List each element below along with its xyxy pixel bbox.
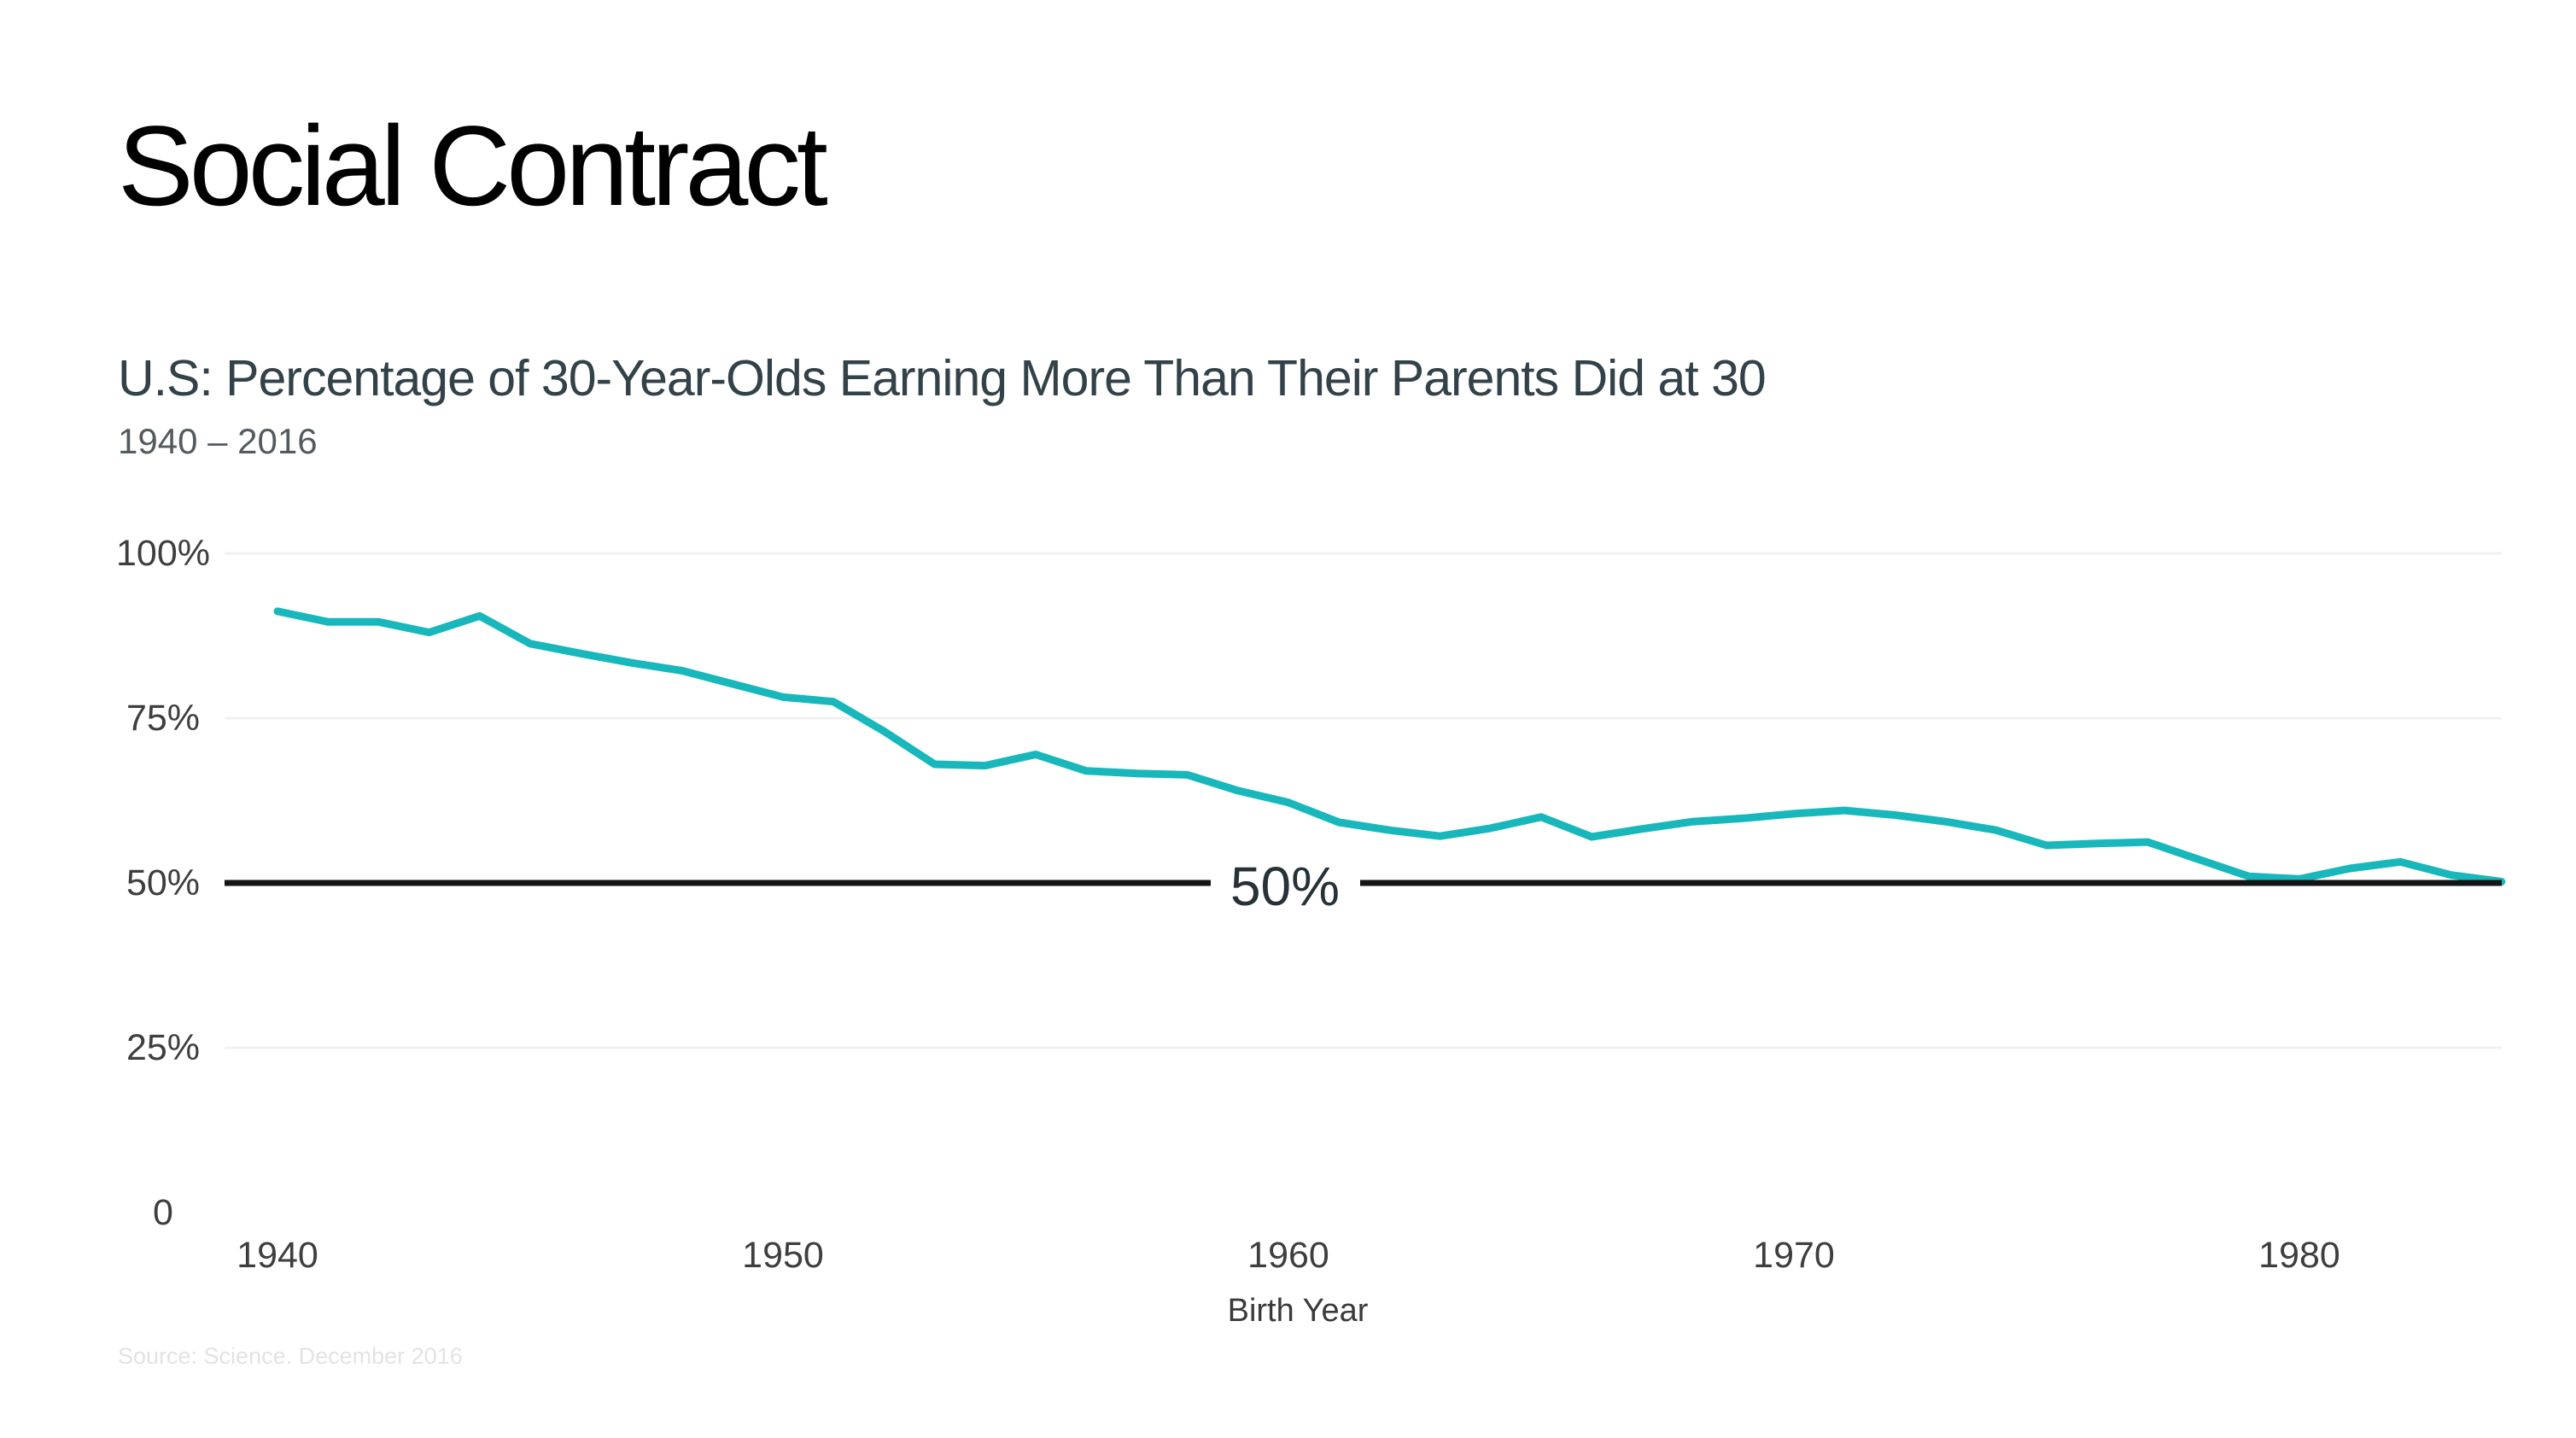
trend-line xyxy=(273,607,2506,886)
reference-line-label: 50% xyxy=(1230,856,1341,917)
page-title: Social Contract xyxy=(118,103,828,230)
chart-heading: U.S: Percentage of 30-Year-Olds Earning … xyxy=(118,350,1767,406)
chart-date-range: 1940 – 2016 xyxy=(118,421,318,461)
source-note: Source: Science. December 2016 xyxy=(118,1343,463,1369)
x-axis-title: Birth Year xyxy=(1227,1293,1369,1329)
